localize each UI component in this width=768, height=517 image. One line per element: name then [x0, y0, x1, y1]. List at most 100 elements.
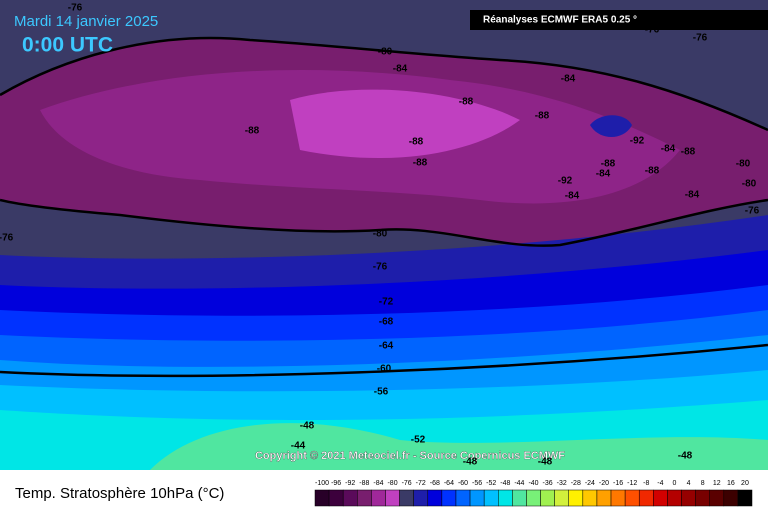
- contour-label: -76: [693, 33, 708, 44]
- legend-swatch: [540, 489, 555, 507]
- legend-tick-label: -92: [345, 480, 355, 487]
- contour-label: -68: [379, 317, 394, 328]
- legend-tick-label: -80: [387, 480, 397, 487]
- legend-swatch: [483, 489, 499, 507]
- contour-label: -48: [678, 451, 693, 462]
- contour-label: -80: [736, 159, 751, 170]
- legend-swatch: [357, 489, 372, 507]
- legend-tick-label: -52: [486, 480, 496, 487]
- legend-tick-label: -60: [458, 480, 468, 487]
- contour-label: -48: [300, 421, 315, 432]
- legend-swatch: [737, 489, 753, 507]
- legend-swatch: [385, 489, 400, 507]
- contour-label: -92: [630, 136, 645, 147]
- legend-tick-label: 8: [701, 480, 705, 487]
- legend-tick-label: -48: [500, 480, 510, 487]
- legend-swatch: [723, 489, 739, 507]
- legend-swatch: [314, 489, 330, 507]
- legend-swatch: [399, 489, 414, 507]
- temperature-fields: [0, 38, 768, 470]
- legend-swatch: [610, 489, 626, 507]
- legend-tick-label: 4: [687, 480, 691, 487]
- contour-label: -88: [645, 166, 660, 177]
- legend-swatch: [695, 489, 710, 507]
- legend-swatch: [469, 489, 485, 507]
- legend-swatch: [328, 489, 344, 507]
- contour-label: -88: [535, 111, 550, 122]
- legend-tick-label: -56: [472, 480, 482, 487]
- contour-label: -76: [373, 262, 388, 273]
- legend-swatch: [596, 489, 612, 507]
- legend-tick-label: -4: [657, 480, 663, 487]
- contour-label: -64: [379, 341, 394, 352]
- legend-tick-label: -12: [627, 480, 637, 487]
- legend-tick-label: -84: [373, 480, 383, 487]
- legend-tick-label: -32: [557, 480, 567, 487]
- contour-label: -88: [409, 137, 424, 148]
- source-box: [470, 10, 768, 30]
- time-label: 0:00 UTC: [22, 34, 113, 57]
- contour-label: -44: [291, 441, 306, 452]
- contour-label: -56: [374, 387, 389, 398]
- contour-label: -88: [681, 147, 696, 158]
- contour-label: -48: [538, 457, 553, 468]
- legend-swatch: [582, 489, 598, 507]
- legend-swatch: [638, 489, 654, 507]
- contour-label: -84: [685, 190, 700, 201]
- legend-swatch: [342, 489, 358, 507]
- contour-label: -92: [558, 176, 573, 187]
- contour-line: [0, 36, 768, 247]
- legend-swatch: [681, 489, 696, 507]
- contour-labels: -76-76-76-80-84-84-88-88-88-88-88-92-84-…: [0, 3, 760, 468]
- contour-label: -84: [565, 191, 580, 202]
- legend-tick-label: -24: [585, 480, 595, 487]
- legend-tick-label: 12: [713, 480, 721, 487]
- contour-label: -76: [68, 3, 83, 14]
- contour-label: -88: [245, 126, 260, 137]
- date-label: Mardi 14 janvier 2025: [14, 13, 158, 30]
- legend-swatch: [667, 489, 682, 507]
- legend-tick-label: 20: [741, 480, 749, 487]
- legend-swatch: [455, 489, 471, 507]
- contour-label: -60: [377, 364, 392, 375]
- legend-swatch: [568, 489, 584, 507]
- legend-swatch: [498, 489, 513, 507]
- contour-label: -80: [742, 179, 757, 190]
- contour-label: -88: [601, 159, 616, 170]
- copyright: Copyright © 2021 Meteociel.fr - Source C…: [255, 450, 565, 462]
- contour-label: -84: [393, 64, 408, 75]
- color-legend: -100 -96 -92 -88 -84 -80 -76 -72 -68 -64 -60 -56 -52…: [314, 480, 753, 507]
- legend-tick-label: -64: [444, 480, 454, 487]
- contour-label: -84: [561, 74, 576, 85]
- legend-tick-label: -44: [514, 480, 524, 487]
- legend-tick-label: -28: [571, 480, 581, 487]
- contour-label: -76: [0, 233, 14, 244]
- caption: Temp. Stratosphère 10hPa (°C): [15, 485, 224, 502]
- legend-swatch: [427, 489, 443, 507]
- source-label: Réanalyses ECMWF ERA5 0.25 °: [483, 15, 637, 26]
- legend-tick-label: -36: [543, 480, 553, 487]
- legend-tick-label: -88: [359, 480, 369, 487]
- contour-label: -72: [379, 297, 394, 308]
- legend-swatch: [653, 489, 668, 507]
- legend-swatch: [413, 489, 429, 507]
- legend-swatch: [512, 489, 527, 507]
- contour-label: -88: [413, 158, 428, 169]
- contour-label: -88: [459, 97, 474, 108]
- contour-label: -84: [661, 144, 676, 155]
- legend-swatch: [526, 489, 541, 507]
- legend-tick-label: -72: [416, 480, 426, 487]
- contour-label: -84: [596, 169, 611, 180]
- legend-tick-label: 0: [673, 480, 677, 487]
- legend-swatch: [441, 489, 457, 507]
- legend-tick-label: -8: [643, 480, 649, 487]
- legend-swatch: [709, 489, 725, 507]
- contour-label: -76: [745, 206, 760, 217]
- legend-tick-label: 16: [727, 480, 735, 487]
- legend-tick-label: -100: [315, 480, 329, 487]
- contour-label: -48: [463, 457, 478, 468]
- legend-tick-label: -16: [613, 480, 623, 487]
- legend-swatch: [554, 489, 569, 507]
